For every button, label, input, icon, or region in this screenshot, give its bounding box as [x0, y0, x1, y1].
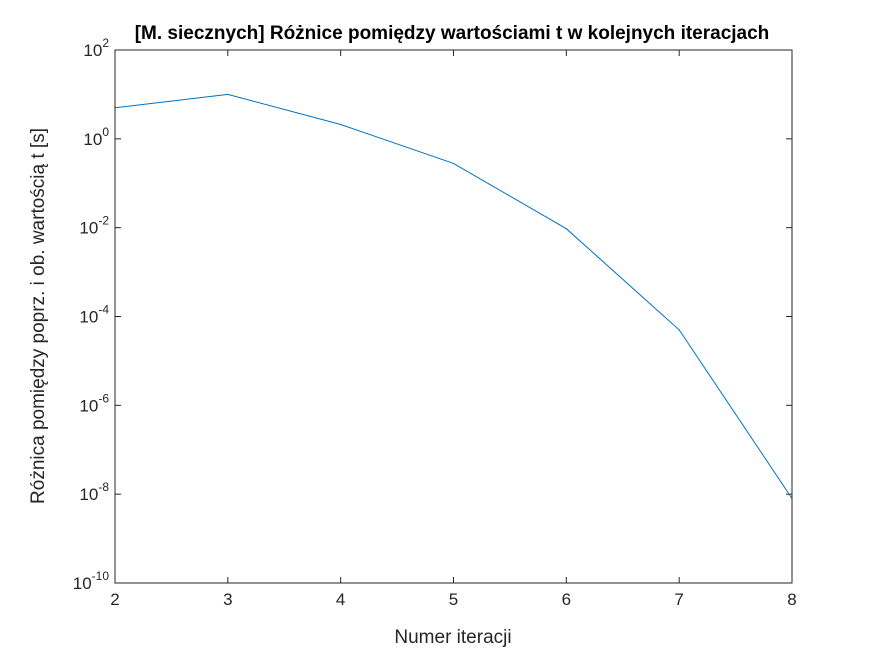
y-tick-label: 10-8 [79, 480, 109, 504]
x-tick-label: 4 [336, 590, 345, 609]
data-point [227, 93, 229, 96]
data-point [678, 329, 680, 331]
y-tick-exponent: 2 [102, 36, 109, 50]
y-tick-label: 10-6 [79, 391, 109, 415]
x-tick-label: 5 [449, 590, 458, 609]
y-axis-label: Różnica pomiędzy poprz. i ob. wartością … [28, 128, 49, 504]
y-tick-label: 100 [83, 125, 109, 149]
y-tick-label: 10-2 [79, 214, 109, 238]
y-tick-base: 10 [79, 219, 98, 238]
x-tick-label: 8 [787, 590, 796, 609]
y-tick-base: 10 [73, 574, 92, 593]
y-tick-exponent: 0 [102, 125, 109, 139]
y-tick-exponent: -6 [98, 391, 109, 405]
y-tick-exponent: -8 [98, 480, 109, 494]
x-tick-label: 2 [110, 590, 119, 609]
data-point [340, 123, 342, 126]
y-tick-exponent: -10 [92, 569, 110, 583]
chart-title: [M. siecznych] Różnice pomiędzy wartości… [135, 23, 770, 44]
y-tick-base: 10 [83, 130, 102, 149]
data-point [452, 162, 455, 164]
y-tick-exponent: -2 [98, 214, 109, 228]
plot-box [114, 49, 793, 584]
y-tick-base: 10 [79, 485, 98, 504]
y-tick-label: 102 [83, 36, 109, 60]
plot-area [115, 50, 792, 583]
y-tick-exponent: -4 [98, 303, 109, 317]
y-tick-base: 10 [79, 396, 98, 415]
data-point [565, 228, 567, 230]
x-tick-label: 7 [674, 590, 683, 609]
y-tick-label: 10-4 [79, 303, 109, 327]
x-tick-label: 3 [223, 590, 232, 609]
y-tick-base: 10 [83, 41, 102, 60]
y-tick-label: 10-10 [73, 569, 110, 593]
x-tick-label: 6 [562, 590, 571, 609]
y-tick-base: 10 [79, 308, 98, 327]
x-axis-label: Numer iteracji [394, 627, 511, 648]
